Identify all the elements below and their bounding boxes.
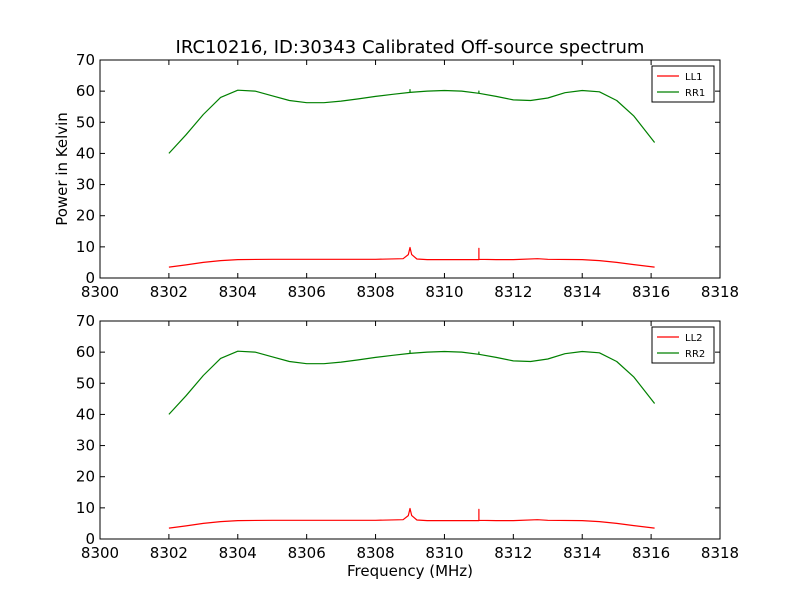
- legend-box: [651, 65, 715, 103]
- legend-box: [651, 326, 715, 364]
- x-tick-label: 8318: [701, 544, 739, 562]
- series-line-ll1: [168, 246, 655, 268]
- x-tick-label: 8316: [632, 544, 670, 562]
- top-subplot: 8300 8302 8304 8306 8308 8310 8312 8314 8316 8318…: [53, 51, 739, 301]
- y-tick-label: 30: [76, 176, 95, 194]
- plot-area: [100, 60, 720, 278]
- x-axis-label: Frequency (MHz): [347, 562, 473, 580]
- x-tick-label: 8312: [494, 283, 532, 301]
- x-tick-label: 8302: [150, 283, 188, 301]
- y-tick-label: 20: [76, 468, 95, 486]
- x-tick-label: 8302: [150, 544, 188, 562]
- y-tick-label: 70: [76, 312, 95, 330]
- x-tick-label: 8314: [563, 283, 601, 301]
- x-tick-label: 8314: [563, 544, 601, 562]
- y-axis-label: Power in Kelvin: [53, 112, 71, 226]
- y-tick-label: 10: [76, 238, 95, 256]
- legend-label-rr2: RR2: [685, 349, 705, 360]
- y-tick-label: 40: [76, 144, 95, 162]
- y-tick-label: 20: [76, 207, 95, 225]
- y-tick-label: 40: [76, 405, 95, 423]
- legend-label-ll2: LL2: [685, 333, 703, 344]
- series-line-rr1: [168, 88, 656, 154]
- x-tick-label: 8304: [219, 283, 257, 301]
- series-line-ll2: [168, 507, 655, 529]
- y-tick-label: 0: [85, 530, 95, 548]
- x-tick-label: 8310: [425, 283, 463, 301]
- x-tick-label: 8316: [632, 283, 670, 301]
- y-tick-label: 60: [76, 343, 95, 361]
- y-tick-label: 10: [76, 499, 95, 517]
- x-tick-label: 8308: [356, 544, 394, 562]
- x-tick-label: 8308: [356, 283, 394, 301]
- x-tick-label: 8306: [288, 283, 326, 301]
- y-tick-label: 0: [85, 269, 95, 287]
- x-tick-label: 8306: [288, 544, 326, 562]
- y-tick-label: 30: [76, 437, 95, 455]
- legend-label-rr1: RR1: [685, 88, 705, 99]
- x-tick-label: 8312: [494, 544, 532, 562]
- x-tick-label: 8300: [81, 544, 119, 562]
- figure-title: IRC10216, ID:30343 Calibrated Off-source…: [176, 37, 645, 58]
- x-tick-label: 8318: [701, 283, 739, 301]
- bottom-subplot: 8300 8302 8304 8306 8308 8310 8312 8314 8316 8318…: [76, 312, 739, 580]
- x-tick-label: 8304: [219, 544, 257, 562]
- plot-area: [100, 321, 720, 539]
- x-tick-label: 8310: [425, 544, 463, 562]
- y-tick-label: 50: [76, 374, 95, 392]
- y-tick-label: 70: [76, 51, 95, 69]
- legend-label-ll1: LL1: [685, 72, 703, 83]
- series-line-rr2: [168, 350, 656, 415]
- axes-frame: [99, 59, 721, 279]
- y-tick-label: 50: [76, 113, 95, 131]
- x-tick-label: 8300: [81, 283, 119, 301]
- axes-frame: [99, 320, 721, 540]
- y-tick-label: 60: [76, 82, 95, 100]
